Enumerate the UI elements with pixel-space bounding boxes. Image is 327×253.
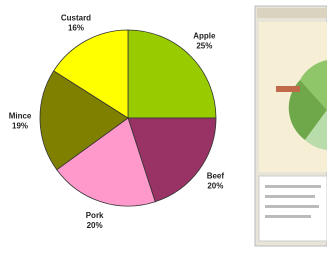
slice-label: Apple (193, 32, 216, 41)
slice-label: Pork (86, 211, 104, 220)
slice-value-label: 20% (207, 182, 223, 191)
thumbnail (255, 6, 327, 246)
slice-value-label: 25% (196, 42, 212, 51)
slice-label: Beef (207, 172, 225, 181)
slice-value-label: 20% (87, 221, 103, 230)
screenshot: Apple25%Beef20%Pork20%Mince19%Custard16% (0, 0, 327, 253)
page: Apple25%Beef20%Pork20%Mince19%Custard16%… (0, 0, 327, 253)
slice-value-label: 16% (68, 23, 84, 32)
slice-label: Mince (9, 112, 32, 121)
slice-value-label: 19% (12, 122, 28, 131)
slice-label: Custard (61, 13, 91, 22)
